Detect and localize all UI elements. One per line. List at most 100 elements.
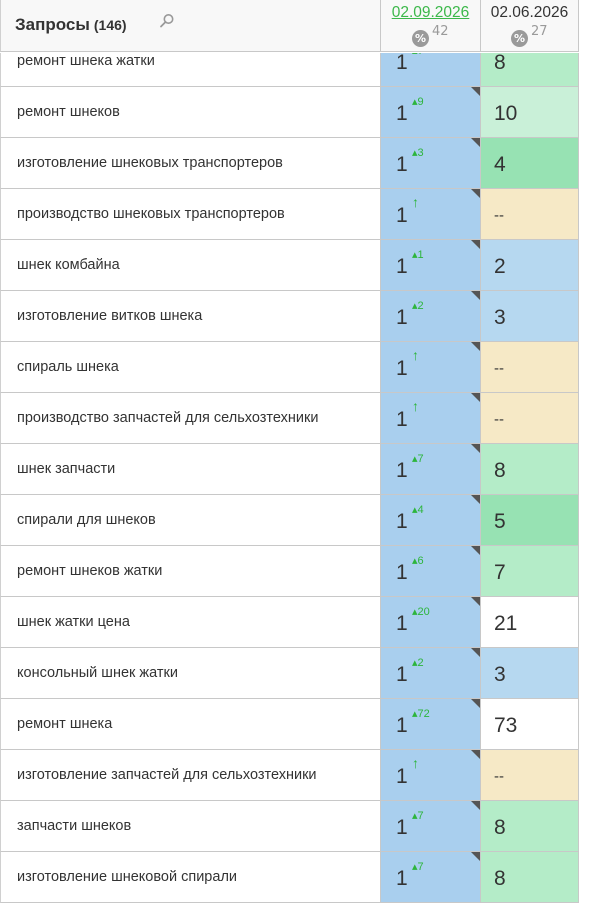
table-row[interactable]: производство шнековых транспортеров 1 ↑ -- bbox=[0, 189, 602, 240]
position-cell[interactable]: 1 ▴6 bbox=[381, 546, 481, 597]
query-cell[interactable]: шнек запчасти bbox=[0, 444, 381, 495]
position-value: 1 bbox=[396, 357, 408, 380]
table-row[interactable]: изготовление запчастей для сельхозтехник… bbox=[0, 750, 602, 801]
query-label: консольный шнек жатки bbox=[17, 664, 178, 681]
query-cell[interactable]: изготовление запчастей для сельхозтехник… bbox=[0, 750, 381, 801]
position-cell[interactable]: 1 ↑ bbox=[381, 393, 481, 444]
position-cell[interactable]: 1 ▴4 bbox=[381, 495, 481, 546]
previous-position-cell[interactable]: 8 bbox=[481, 852, 579, 903]
previous-position-cell[interactable]: -- bbox=[481, 750, 579, 801]
previous-position-cell[interactable]: -- bbox=[481, 393, 579, 444]
table-row[interactable]: шнек жатки цена 1 ▴20 21 bbox=[0, 597, 602, 648]
previous-position-cell[interactable]: -- bbox=[481, 342, 579, 393]
previous-position-cell[interactable]: 7 bbox=[481, 546, 579, 597]
query-cell[interactable]: ремонт шнеков жатки bbox=[0, 546, 381, 597]
visibility-percent-previous: 27 bbox=[531, 24, 548, 39]
table-row[interactable]: ремонт шнеков 1 ▴9 10 bbox=[0, 87, 602, 138]
queries-column-header[interactable]: Запросы (146) bbox=[0, 0, 381, 52]
position-cell[interactable]: 1 ▴1 bbox=[381, 240, 481, 291]
position-value: 1 bbox=[396, 153, 408, 176]
position-cell[interactable]: 1 ▴7 bbox=[381, 444, 481, 495]
query-text: ремонт шнека жатки bbox=[17, 36, 357, 86]
corner-marker-icon[interactable] bbox=[471, 342, 480, 351]
table-row[interactable]: шнек комбайна 1 ▴1 2 bbox=[0, 240, 602, 291]
query-label: спираль шнека bbox=[17, 358, 119, 375]
table-row[interactable]: спираль шнека 1 ↑ -- bbox=[0, 342, 602, 393]
position-change: ▴2 bbox=[412, 300, 424, 312]
query-cell[interactable]: спирали для шнеков bbox=[0, 495, 381, 546]
corner-marker-icon[interactable] bbox=[471, 699, 480, 708]
previous-position-cell[interactable]: 5 bbox=[481, 495, 579, 546]
corner-marker-icon[interactable] bbox=[471, 393, 480, 402]
previous-position-value: 8 bbox=[494, 459, 506, 482]
query-label: изготовление шнековых транспортеров bbox=[17, 154, 283, 171]
table-row[interactable]: ремонт шнека 1 ▴72 73 bbox=[0, 699, 602, 750]
table-row[interactable]: консольный шнек жатки 1 ▴2 3 bbox=[0, 648, 602, 699]
position-change: ▴7 bbox=[412, 453, 424, 465]
corner-marker-icon[interactable] bbox=[471, 801, 480, 810]
corner-marker-icon[interactable] bbox=[471, 138, 480, 147]
query-cell[interactable]: изготовление витков шнека bbox=[0, 291, 381, 342]
position-change: ▴3 bbox=[412, 147, 424, 159]
queries-title: Запросы (146) bbox=[15, 15, 127, 35]
corner-marker-icon[interactable] bbox=[471, 597, 480, 606]
date-column-previous[interactable]: 02.06.2026 % 27 bbox=[481, 0, 579, 52]
query-cell[interactable]: ремонт шнека bbox=[0, 699, 381, 750]
previous-position-cell[interactable]: 3 bbox=[481, 648, 579, 699]
query-cell[interactable]: консольный шнек жатки bbox=[0, 648, 381, 699]
position-cell[interactable]: 1 ▴3 bbox=[381, 138, 481, 189]
query-cell[interactable]: ремонт шнеков bbox=[0, 87, 381, 138]
position-cell[interactable]: 1 ↑ bbox=[381, 342, 481, 393]
previous-position-cell[interactable]: 10 bbox=[481, 87, 579, 138]
previous-position-cell[interactable]: 8 bbox=[481, 801, 579, 852]
date-current-link[interactable]: 02.09.2026 bbox=[391, 4, 470, 21]
corner-marker-icon[interactable] bbox=[471, 546, 480, 555]
query-cell[interactable]: спираль шнека bbox=[0, 342, 381, 393]
previous-position-value: -- bbox=[494, 207, 504, 224]
query-cell[interactable]: шнек жатки цена bbox=[0, 597, 381, 648]
corner-marker-icon[interactable] bbox=[471, 240, 480, 249]
corner-marker-icon[interactable] bbox=[471, 444, 480, 453]
corner-marker-icon[interactable] bbox=[471, 291, 480, 300]
query-cell[interactable]: шнек комбайна bbox=[0, 240, 381, 291]
previous-position-cell[interactable]: 73 bbox=[481, 699, 579, 750]
position-cell[interactable]: 1 ▴2 bbox=[381, 648, 481, 699]
table-row[interactable]: спирали для шнеков 1 ▴4 5 bbox=[0, 495, 602, 546]
query-cell[interactable]: запчасти шнеков bbox=[0, 801, 381, 852]
position-cell[interactable]: 1 ↑ bbox=[381, 189, 481, 240]
query-cell[interactable]: производство шнековых транспортеров bbox=[0, 189, 381, 240]
table-row[interactable]: изготовление шнековой спирали 1 ▴7 8 bbox=[0, 852, 602, 903]
table-row[interactable]: изготовление витков шнека 1 ▴2 3 bbox=[0, 291, 602, 342]
corner-marker-icon[interactable] bbox=[471, 750, 480, 759]
corner-marker-icon[interactable] bbox=[471, 87, 480, 96]
position-cell[interactable]: 1 ↑ bbox=[381, 750, 481, 801]
table-row[interactable]: производство запчастей для сельхозтехник… bbox=[0, 393, 602, 444]
corner-marker-icon[interactable] bbox=[471, 852, 480, 861]
query-cell[interactable]: изготовление шнековых транспортеров bbox=[0, 138, 381, 189]
corner-marker-icon[interactable] bbox=[471, 189, 480, 198]
corner-marker-icon[interactable] bbox=[471, 648, 480, 657]
position-cell[interactable]: 1 ▴20 bbox=[381, 597, 481, 648]
date-previous-label[interactable]: 02.06.2026 bbox=[490, 4, 569, 21]
query-cell[interactable]: производство запчастей для сельхозтехник… bbox=[0, 393, 381, 444]
previous-position-cell[interactable]: 4 bbox=[481, 138, 579, 189]
previous-position-cell[interactable]: 8 bbox=[481, 444, 579, 495]
position-cell[interactable]: 1 ▴7 bbox=[381, 852, 481, 903]
previous-position-cell[interactable]: 3 bbox=[481, 291, 579, 342]
previous-position-cell[interactable]: 2 bbox=[481, 240, 579, 291]
date-column-current[interactable]: 02.09.2026 % 42 bbox=[381, 0, 481, 52]
table-row[interactable]: изготовление шнековых транспортеров 1 ▴3 4 bbox=[0, 138, 602, 189]
position-cell[interactable]: 1 ▴7 bbox=[381, 801, 481, 852]
table-row[interactable]: ремонт шнеков жатки 1 ▴6 7 bbox=[0, 546, 602, 597]
query-cell[interactable]: изготовление шнековой спирали bbox=[0, 852, 381, 903]
corner-marker-icon[interactable] bbox=[471, 495, 480, 504]
previous-position-cell[interactable]: -- bbox=[481, 189, 579, 240]
previous-position-value: 8 bbox=[494, 816, 506, 839]
position-cell[interactable]: 1 ▴2 bbox=[381, 291, 481, 342]
table-row[interactable]: запчасти шнеков 1 ▴7 8 bbox=[0, 801, 602, 852]
position-cell[interactable]: 1 ▴72 bbox=[381, 699, 481, 750]
previous-position-cell[interactable]: 21 bbox=[481, 597, 579, 648]
search-icon[interactable] bbox=[159, 13, 175, 29]
position-cell[interactable]: 1 ▴9 bbox=[381, 87, 481, 138]
table-row[interactable]: шнек запчасти 1 ▴7 8 bbox=[0, 444, 602, 495]
